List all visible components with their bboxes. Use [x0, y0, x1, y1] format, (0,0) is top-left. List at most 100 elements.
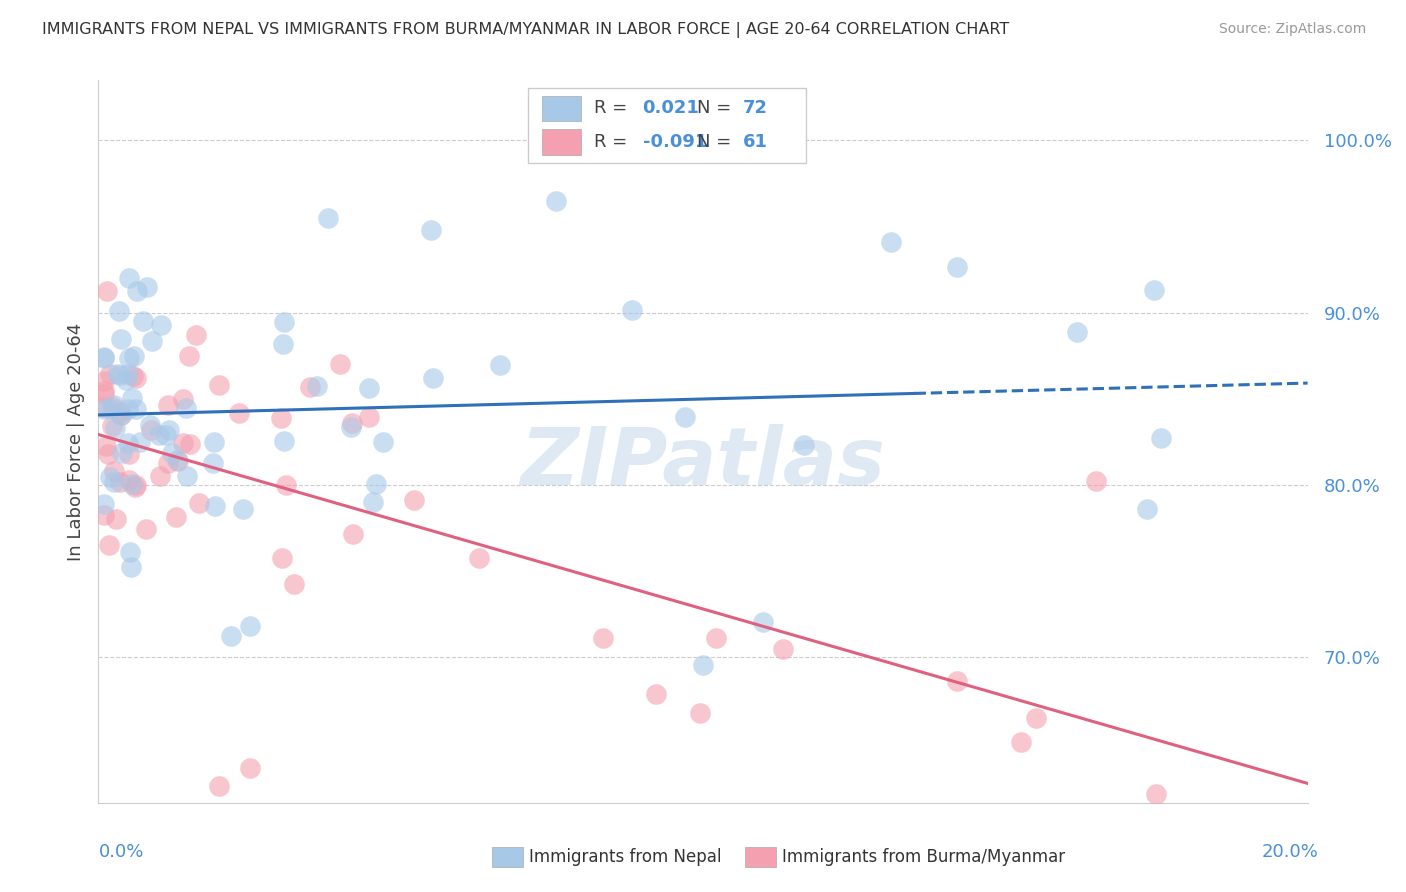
- Point: [1136, 502, 1159, 516]
- Point: [149, 318, 172, 332]
- Point: [103, 475, 125, 489]
- Point: [204, 434, 226, 449]
- Text: Immigrants from Nepal: Immigrants from Nepal: [529, 848, 721, 866]
- Point: [121, 476, 143, 491]
- Point: [115, 373, 138, 387]
- Point: [139, 417, 162, 432]
- Point: [1143, 283, 1166, 297]
- Point: [125, 285, 148, 299]
- Point: [157, 423, 180, 437]
- Point: [108, 405, 131, 419]
- Point: [592, 632, 614, 646]
- Point: [93, 374, 115, 388]
- Point: [105, 367, 128, 381]
- Y-axis label: In Labor Force | Age 20-64: In Labor Force | Age 20-64: [66, 322, 84, 561]
- Point: [366, 477, 388, 491]
- Point: [232, 501, 254, 516]
- Point: [98, 538, 121, 552]
- Text: R =: R =: [595, 133, 627, 151]
- Point: [202, 456, 225, 470]
- Point: [488, 358, 510, 372]
- Point: [141, 423, 163, 437]
- Text: ZIPatlas: ZIPatlas: [520, 425, 886, 502]
- Point: [270, 410, 292, 425]
- Point: [122, 349, 145, 363]
- Point: [93, 384, 115, 398]
- Point: [156, 456, 179, 470]
- Point: [117, 435, 139, 450]
- Point: [704, 631, 727, 645]
- Point: [221, 629, 243, 643]
- Point: [104, 420, 127, 434]
- Point: [620, 303, 643, 318]
- Point: [135, 279, 157, 293]
- Text: 20.0%: 20.0%: [1263, 843, 1319, 861]
- Point: [97, 447, 120, 461]
- Point: [239, 618, 262, 632]
- Point: [149, 468, 172, 483]
- Point: [104, 512, 127, 526]
- Point: [155, 428, 177, 442]
- Point: [176, 401, 198, 415]
- Text: N =: N =: [697, 133, 731, 151]
- Point: [110, 409, 132, 423]
- Point: [274, 478, 297, 492]
- FancyBboxPatch shape: [527, 87, 806, 163]
- Point: [93, 497, 115, 511]
- Point: [467, 550, 489, 565]
- Point: [184, 328, 207, 343]
- Point: [283, 577, 305, 591]
- Point: [118, 545, 141, 559]
- Point: [1085, 474, 1108, 488]
- Point: [165, 510, 187, 524]
- Point: [340, 416, 363, 430]
- Point: [239, 761, 262, 775]
- Point: [645, 687, 668, 701]
- Point: [270, 551, 292, 566]
- Point: [1150, 431, 1173, 445]
- Point: [110, 409, 132, 423]
- Point: [101, 419, 124, 434]
- Point: [420, 223, 443, 237]
- Point: [273, 315, 295, 329]
- Text: N =: N =: [697, 99, 731, 117]
- Point: [160, 446, 183, 460]
- Point: [122, 368, 145, 383]
- Point: [135, 522, 157, 536]
- Point: [298, 379, 321, 393]
- Point: [103, 398, 125, 412]
- Point: [172, 392, 194, 406]
- Point: [793, 438, 815, 452]
- Point: [546, 194, 568, 208]
- Point: [94, 438, 117, 452]
- Point: [176, 468, 198, 483]
- Point: [273, 434, 295, 449]
- Point: [103, 401, 125, 415]
- Point: [208, 779, 231, 793]
- Point: [689, 706, 711, 720]
- Bar: [543, 129, 581, 154]
- Point: [880, 235, 903, 250]
- Point: [125, 371, 148, 385]
- Point: [98, 367, 121, 381]
- Point: [1066, 326, 1088, 340]
- Point: [93, 400, 115, 414]
- Point: [339, 420, 361, 434]
- Point: [100, 401, 122, 416]
- Point: [96, 284, 118, 298]
- Point: [359, 381, 381, 395]
- Text: Immigrants from Burma/Myanmar: Immigrants from Burma/Myanmar: [782, 848, 1064, 866]
- Point: [125, 478, 148, 492]
- Point: [93, 351, 115, 365]
- Point: [1010, 735, 1032, 749]
- Point: [371, 435, 394, 450]
- Point: [118, 271, 141, 285]
- Point: [110, 475, 132, 489]
- Text: 0.021: 0.021: [643, 99, 699, 117]
- Text: 0.0%: 0.0%: [98, 843, 143, 861]
- Text: 61: 61: [742, 133, 768, 151]
- Point: [121, 392, 143, 406]
- Point: [316, 211, 339, 225]
- Point: [118, 447, 141, 461]
- Point: [110, 332, 132, 346]
